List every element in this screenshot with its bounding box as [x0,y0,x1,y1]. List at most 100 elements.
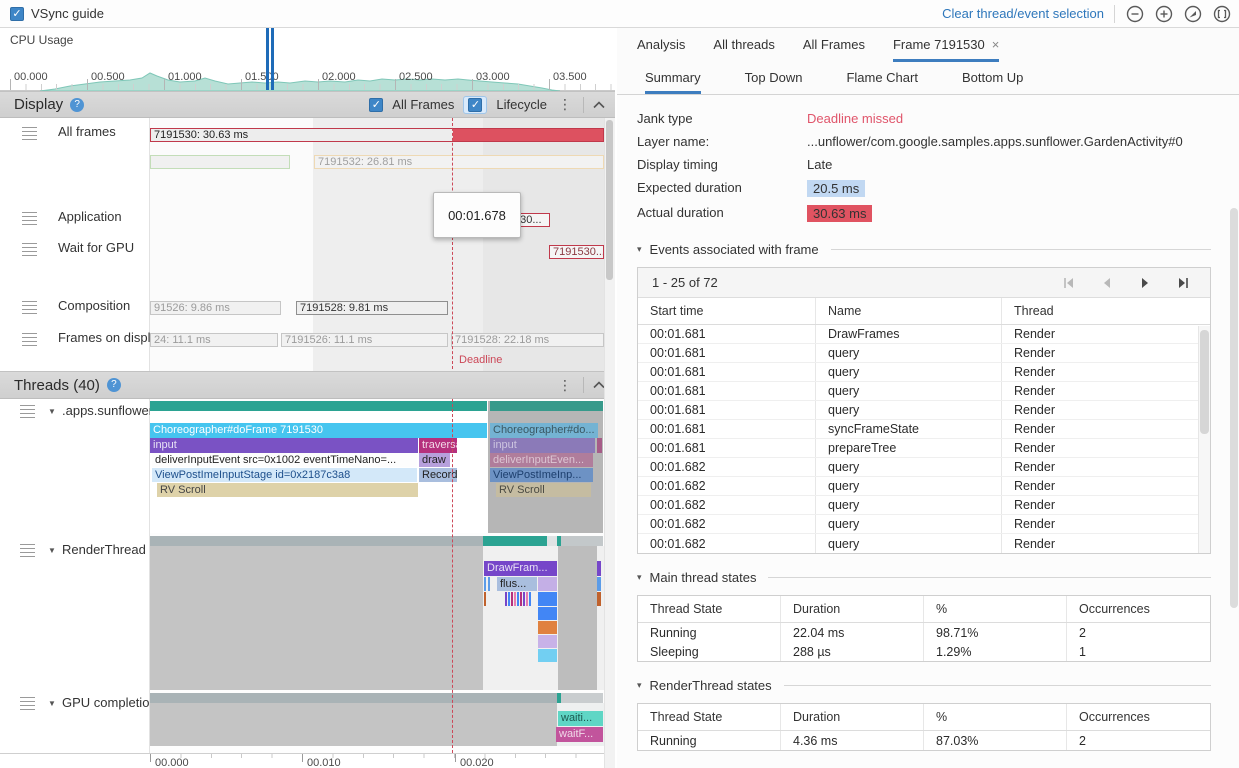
close-icon[interactable]: × [991,37,1000,52]
trace-sliver[interactable] [488,577,490,591]
subtab-flame-chart[interactable]: Flame Chart [846,62,918,94]
trace-event-waitfence[interactable]: waitF... [556,727,603,742]
disclosure-triangle-icon[interactable]: ▾ [637,572,642,582]
trace-sliver[interactable] [505,592,507,606]
tab-all-threads[interactable]: All threads [713,28,774,62]
tab-frame-7191530[interactable]: Frame 7191530 × [892,28,1000,62]
trace-block[interactable] [538,607,557,620]
disclosure-triangle-icon[interactable]: ▾ [637,680,642,690]
trace-sliver[interactable] [511,592,513,606]
all-frames-checkbox[interactable]: ✓ [369,97,384,112]
display-collapse-icon[interactable] [593,100,605,109]
trace-event-flush[interactable]: flus... [497,577,537,591]
frames-on-display-chip-right[interactable]: 7191528: 22.18 ms [451,333,604,347]
range-selection-handle-right[interactable] [271,28,274,90]
subtab-summary[interactable]: Summary [645,62,701,94]
table-row[interactable]: 00:01.681 query Render [638,344,1210,363]
trace-sliver[interactable] [520,592,522,606]
trace-sliver[interactable] [484,577,486,591]
display-more-options-icon[interactable]: ⋮ [558,96,572,112]
subtab-top-down[interactable]: Top Down [745,62,803,94]
trace-sliver[interactable] [526,592,528,606]
subtab-bottom-up[interactable]: Bottom Up [962,62,1023,94]
threads-collapse-icon[interactable] [593,381,605,389]
table-row[interactable]: 00:01.681 query Render [638,363,1210,382]
table-row[interactable]: 00:01.682 query Render [638,477,1210,496]
table-row[interactable]: 00:01.681 query Render [638,382,1210,401]
vsync-guide-checkbox[interactable]: ✓ [10,6,24,21]
wait-gpu-frame-chip[interactable]: 7191530... [549,245,604,259]
table-row[interactable]: 00:01.682 query Render [638,496,1210,515]
trace-sliver[interactable] [597,592,601,606]
table-row[interactable]: Running 22.04 ms 98.71% 2 [638,623,1210,642]
trace-sliver[interactable] [597,577,601,591]
analysis-scrollbar-thumb[interactable] [1230,208,1238,608]
frames-on-display-chip-left[interactable]: 24: 11.1 ms [150,333,278,347]
trace-event-traversal[interactable]: traversal [419,438,457,453]
table-row[interactable]: Running 4.36 ms 87.03% 2 [638,731,1210,750]
lifecycle-checkbox[interactable]: ✓ [468,97,483,112]
trace-event-waiting[interactable]: waiti... [558,711,603,726]
trace-event-viewpostime-dim[interactable]: ViewPostImeInp... [490,468,593,482]
trace-event-choreographer[interactable]: Choreographer#doFrame 7191530 [150,423,487,438]
cpu-usage-chart[interactable]: CPU Usage 00.000 00.500 01.000 01.500 02… [0,28,615,91]
trace-sliver[interactable] [597,438,602,453]
table-row[interactable]: Sleeping 288 µs 1.29% 1 [638,642,1210,661]
reset-zoom-icon[interactable] [1183,4,1202,23]
table-row[interactable]: 00:01.682 query Render [638,515,1210,534]
range-selection-handle-left[interactable] [266,28,269,90]
trace-event-rv-scroll-dim[interactable]: RV Scroll [496,483,591,497]
tab-all-frames[interactable]: All Frames [803,28,865,62]
trace-event-deliver-input[interactable]: deliverInputEvent src=0x1002 eventTimeNa… [152,453,417,467]
help-icon[interactable]: ? [70,97,85,112]
trace-event-drawframes[interactable]: DrawFram... [484,561,557,576]
previous-page-icon[interactable] [1100,276,1114,290]
last-page-icon[interactable] [1176,276,1190,290]
trace-event-draw[interactable]: draw [419,453,450,467]
trace-sliver[interactable] [484,592,486,606]
next-page-icon[interactable] [1138,276,1152,290]
composition-chip-left[interactable]: 91526: 9.86 ms [150,301,281,315]
timeline-scrollbar-track[interactable] [604,118,615,768]
trace-block[interactable] [538,592,557,606]
main-thread-states-header[interactable]: ▾ Main thread states [637,570,1211,585]
track-drag-handle[interactable] [22,333,37,346]
events-section-header[interactable]: ▾ Events associated with frame [637,242,1211,257]
timeline-scrollbar-thumb[interactable] [606,120,613,280]
trace-block[interactable] [538,621,557,634]
frame-chip-next[interactable]: 7191532: 26.81 ms [314,155,604,169]
track-drag-handle[interactable] [22,127,37,140]
events-scrollbar-thumb[interactable] [1200,330,1209,434]
help-icon[interactable]: ? [106,378,121,392]
threads-more-options-icon[interactable]: ⋮ [558,376,572,393]
trace-event-choreographer-dim[interactable]: Choreographer#do... [490,423,598,438]
composition-chip-mid[interactable]: 7191528: 9.81 ms [296,301,448,315]
expand-triangle-icon[interactable]: ▼ [48,407,56,416]
disclosure-triangle-icon[interactable]: ▾ [637,244,642,254]
table-row[interactable]: 00:01.682 query Render [638,458,1210,477]
trace-event-viewpostime[interactable]: ViewPostImeInputStage id=0x2187c3a8 [152,468,417,482]
zoom-to-selection-icon[interactable] [1212,4,1231,23]
track-drag-handle[interactable] [22,243,37,256]
trace-event-input-dim[interactable]: input [490,438,595,453]
trace-sliver[interactable] [529,592,531,606]
table-row[interactable]: 00:01.681 query Render [638,401,1210,420]
track-drag-handle[interactable] [22,212,37,225]
track-drag-handle[interactable] [22,301,37,314]
table-row[interactable]: 00:01.681 syncFrameState Render [638,420,1210,439]
renderthread-states-header[interactable]: ▾ RenderThread states [637,678,1211,693]
trace-block[interactable] [538,577,557,591]
table-row[interactable]: 00:01.682 query Render [638,534,1210,553]
trace-sliver[interactable] [508,592,510,606]
track-drag-handle[interactable] [20,544,35,557]
tab-analysis[interactable]: Analysis [637,28,685,62]
frame-chip-green[interactable] [150,155,290,169]
zoom-in-icon[interactable] [1154,4,1173,23]
expand-triangle-icon[interactable]: ▼ [48,546,56,555]
table-row[interactable]: 00:01.681 prepareTree Render [638,439,1210,458]
trace-event-deliver-input-dim[interactable]: deliverInputEven... [490,453,593,467]
table-row[interactable]: 00:01.681 DrawFrames Render [638,325,1210,344]
expand-triangle-icon[interactable]: ▼ [48,699,56,708]
trace-event-rv-scroll[interactable]: RV Scroll [157,483,418,497]
trace-sliver[interactable] [523,592,525,606]
